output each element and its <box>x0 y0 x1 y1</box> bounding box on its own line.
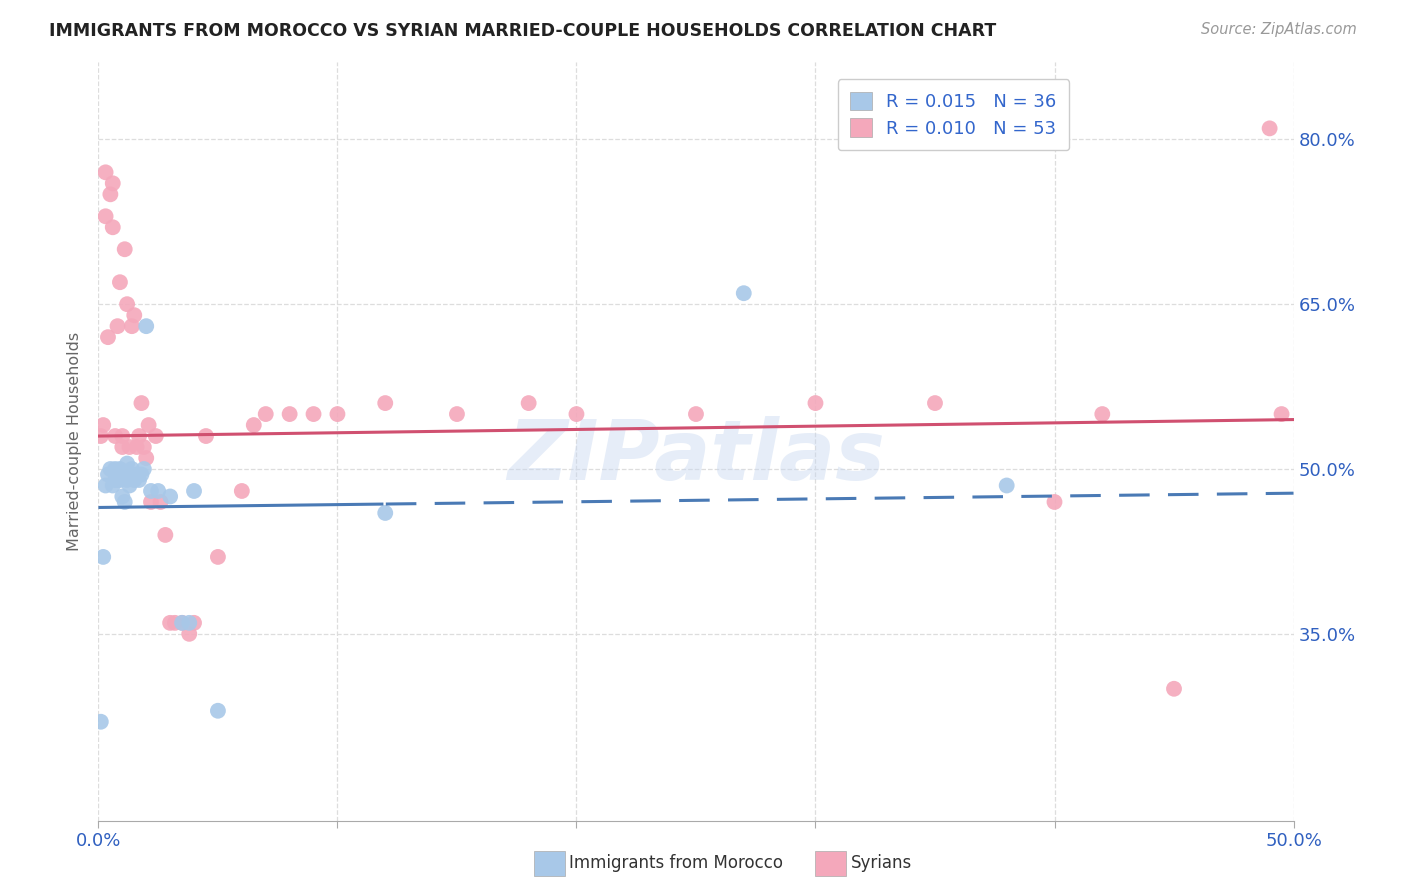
Point <box>111 429 134 443</box>
Point <box>111 467 134 482</box>
Point <box>243 418 266 433</box>
Point <box>108 473 131 487</box>
Point <box>565 407 588 421</box>
Point <box>139 483 162 498</box>
Point <box>179 615 201 630</box>
Point <box>155 528 177 542</box>
Point <box>231 483 253 498</box>
Point <box>104 473 127 487</box>
Point <box>101 177 124 191</box>
Point <box>108 275 131 289</box>
Point <box>172 615 194 630</box>
Point <box>148 483 170 498</box>
Point <box>924 396 946 410</box>
Point <box>98 187 122 202</box>
Point <box>804 396 827 410</box>
Point <box>104 429 127 443</box>
Point <box>131 467 153 482</box>
Point <box>124 308 146 322</box>
Point <box>132 440 155 454</box>
Point <box>446 407 468 421</box>
Text: Immigrants from Morocco: Immigrants from Morocco <box>569 855 783 872</box>
Legend: R = 0.015   N = 36, R = 0.010   N = 53: R = 0.015 N = 36, R = 0.010 N = 53 <box>838 79 1070 150</box>
Point <box>107 467 129 482</box>
Point <box>183 483 205 498</box>
Point <box>1163 681 1185 696</box>
Point <box>159 615 181 630</box>
Point <box>128 473 150 487</box>
Point <box>118 478 141 492</box>
Point <box>1091 407 1114 421</box>
Point <box>159 490 181 504</box>
Point <box>107 473 129 487</box>
Text: Syrians: Syrians <box>851 855 912 872</box>
Point <box>172 615 194 630</box>
Point <box>132 462 155 476</box>
Point <box>1258 121 1281 136</box>
Point <box>98 462 122 476</box>
Point <box>374 506 396 520</box>
Point <box>115 457 138 471</box>
Text: ZIPatlas: ZIPatlas <box>508 417 884 497</box>
Point <box>145 429 167 443</box>
Y-axis label: Married-couple Households: Married-couple Households <box>67 332 83 551</box>
Point <box>94 209 117 223</box>
Point <box>135 319 157 334</box>
Point <box>114 495 136 509</box>
Point <box>121 462 143 476</box>
Point <box>90 714 112 729</box>
Point <box>1043 495 1066 509</box>
Point <box>125 440 148 454</box>
Point <box>128 429 150 443</box>
Point <box>94 165 117 179</box>
Text: Source: ZipAtlas.com: Source: ZipAtlas.com <box>1201 22 1357 37</box>
Point <box>124 473 146 487</box>
Point <box>138 418 160 433</box>
Point <box>115 473 138 487</box>
Point <box>111 490 134 504</box>
Point <box>101 220 124 235</box>
Point <box>207 549 229 564</box>
Point <box>104 462 127 476</box>
Point <box>685 407 707 421</box>
Point <box>125 467 148 482</box>
Point <box>114 242 136 256</box>
Point <box>517 396 540 410</box>
Point <box>207 704 229 718</box>
Point <box>149 495 172 509</box>
Point <box>179 627 201 641</box>
Point <box>97 330 120 344</box>
Point <box>114 467 136 482</box>
Point <box>995 478 1018 492</box>
Point <box>111 440 134 454</box>
Point <box>254 407 277 421</box>
Point <box>302 407 325 421</box>
Point <box>101 478 124 492</box>
Point <box>278 407 301 421</box>
Point <box>91 418 114 433</box>
Point <box>97 467 120 482</box>
Point <box>118 440 141 454</box>
Point <box>91 549 114 564</box>
Point <box>733 286 755 301</box>
Text: IMMIGRANTS FROM MOROCCO VS SYRIAN MARRIED-COUPLE HOUSEHOLDS CORRELATION CHART: IMMIGRANTS FROM MOROCCO VS SYRIAN MARRIE… <box>49 22 997 40</box>
Point <box>121 319 143 334</box>
Point <box>139 495 162 509</box>
Point <box>135 450 157 465</box>
Point <box>108 462 131 476</box>
Point <box>115 297 138 311</box>
Point <box>107 319 129 334</box>
Point <box>1271 407 1294 421</box>
Point <box>326 407 349 421</box>
Point <box>94 478 117 492</box>
Point <box>374 396 396 410</box>
Point <box>183 615 205 630</box>
Point <box>195 429 218 443</box>
Point <box>131 396 153 410</box>
Point <box>163 615 186 630</box>
Point <box>90 429 112 443</box>
